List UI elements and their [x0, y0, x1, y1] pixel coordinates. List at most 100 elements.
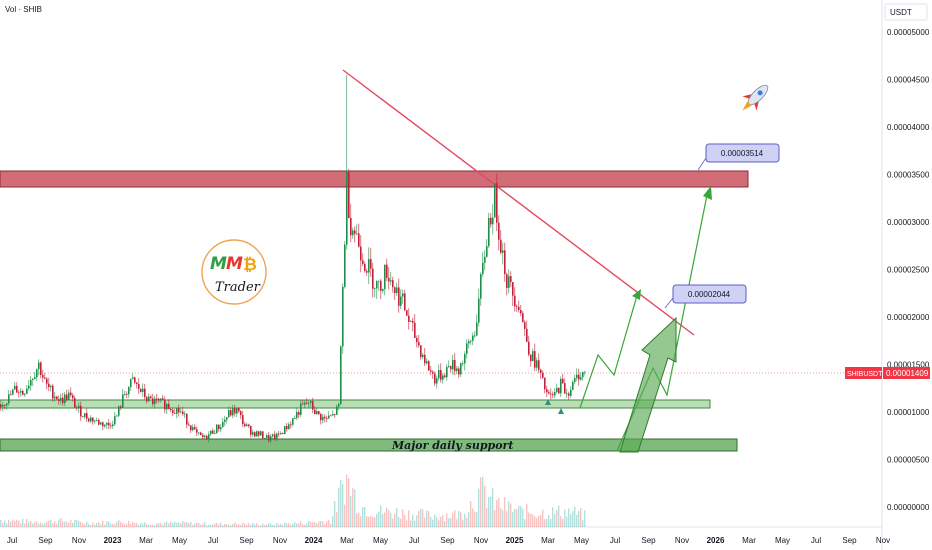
candle-body [518, 306, 520, 311]
volume-bar [134, 523, 136, 527]
candle-body [428, 361, 430, 371]
volume-bar [218, 524, 220, 527]
candle-body [174, 413, 176, 414]
candle-body [424, 354, 426, 364]
volume-bar [50, 519, 52, 527]
volume-bar [78, 520, 80, 527]
volume-bar [216, 522, 218, 527]
volume-bar [490, 496, 492, 527]
candle-body [400, 296, 402, 306]
candle-body [338, 403, 340, 407]
candle-body [32, 378, 34, 380]
candle-body [106, 422, 108, 425]
volume-bar [560, 516, 562, 527]
volume-bar [524, 519, 526, 527]
candle-body [340, 346, 342, 404]
volume-bar [558, 505, 560, 527]
candle-body [466, 343, 468, 354]
candle-body [136, 382, 138, 385]
candle-body [84, 413, 86, 417]
candle-body [506, 274, 508, 288]
target-callout-1-label: 0.00003514 [721, 149, 764, 158]
candle-body [224, 419, 226, 422]
volume-bar [428, 511, 430, 527]
volume-bar [80, 521, 82, 527]
volume-bar [532, 514, 534, 527]
candle-body [354, 230, 356, 234]
candle-body [504, 250, 506, 275]
volume-bar [72, 522, 74, 527]
candle-body [522, 313, 524, 323]
volume-bar [350, 496, 352, 527]
candle-body [74, 398, 76, 408]
minor-support-zone[interactable] [0, 399, 711, 409]
volume-bar [542, 509, 544, 527]
rocket-icon [742, 84, 769, 111]
volume-bar [358, 512, 360, 527]
candle-body [352, 230, 354, 236]
target-callout-2[interactable] [672, 284, 747, 304]
logo-word: Trader [215, 280, 261, 295]
candle-body [28, 385, 30, 389]
volume-bar [316, 523, 318, 527]
candle-body [254, 432, 256, 437]
volume-bar [424, 517, 426, 527]
candle-body [134, 377, 136, 383]
volume-bar [298, 523, 300, 527]
volume-bar [76, 519, 78, 527]
candle-body [148, 396, 150, 402]
x-tick-label: Sep [842, 536, 857, 545]
candle-body [238, 407, 240, 412]
candle-body [6, 403, 8, 406]
volume-bar [190, 521, 192, 527]
volume-bar [224, 523, 226, 527]
candle-body [48, 383, 50, 388]
candle-body [536, 360, 538, 368]
volume-bar [4, 520, 6, 527]
volume-bar [566, 516, 568, 527]
y-tick-label: 0.00001500 [887, 361, 930, 370]
candle-body [68, 392, 70, 400]
y-tick-label: 0.00004000 [887, 123, 930, 132]
candle-body [182, 411, 184, 414]
volume-bar [130, 524, 132, 527]
volume-bar [92, 522, 94, 527]
candle-body [78, 405, 80, 409]
volume-bar [250, 524, 252, 527]
candle-body [532, 351, 534, 362]
volume-bar [62, 521, 64, 527]
candle-body [326, 418, 328, 420]
target-callout-1[interactable] [705, 143, 780, 163]
volume-bar [346, 474, 348, 527]
support-label: Major daily support [391, 439, 513, 452]
volume-bar [84, 523, 86, 527]
volume-bar [106, 521, 108, 527]
volume-bar [18, 520, 20, 527]
volume-bar [128, 520, 130, 527]
volume-bar [68, 522, 70, 527]
candle-body [212, 430, 214, 434]
candle-body [250, 426, 252, 435]
candle-body [476, 322, 478, 336]
candle-body [372, 268, 374, 289]
candle-body [252, 432, 254, 435]
candle-body [80, 405, 82, 417]
volume-bar [562, 518, 564, 527]
candle-body [180, 411, 182, 413]
resistance-zone[interactable] [0, 170, 749, 188]
x-tick-label: May [775, 536, 790, 545]
descending-trendline[interactable] [342, 69, 695, 336]
candle-body [132, 377, 134, 380]
y-tick-label: 0.00003000 [887, 218, 930, 227]
y-tick-label: 0.00000000 [887, 503, 930, 512]
volume-bar [324, 524, 326, 527]
projection-path-short [579, 291, 639, 409]
volume-bar [246, 524, 248, 527]
candle-body [564, 383, 566, 394]
major-support-zone[interactable] [0, 438, 738, 452]
currency-badge[interactable] [884, 3, 928, 21]
volume-bar [320, 521, 322, 527]
candle-body [482, 262, 484, 275]
x-tick-label: Mar [340, 536, 354, 545]
